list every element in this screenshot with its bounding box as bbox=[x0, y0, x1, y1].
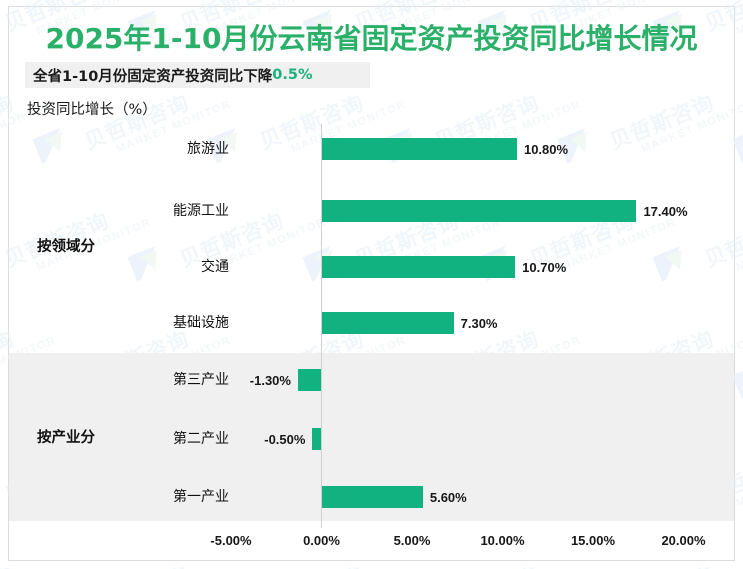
bar bbox=[321, 312, 454, 334]
bar-value-label: 17.40% bbox=[643, 204, 688, 219]
x-axis-tick-label: 20.00% bbox=[661, 533, 706, 548]
category-label: 第一产业 bbox=[173, 489, 229, 505]
category-label: 基础设施 bbox=[173, 315, 229, 331]
bar bbox=[321, 256, 516, 278]
subtitle-banner: 全省1-10月份固定资产投资同比下降 0.5% bbox=[25, 62, 370, 88]
category-label: 能源工业 bbox=[173, 203, 229, 219]
axis-title: 投资同比增长（%） bbox=[27, 102, 157, 118]
x-axis-tick-label: -5.00% bbox=[210, 533, 252, 548]
category-label: 第二产业 bbox=[173, 431, 229, 447]
x-axis-tick-label: 15.00% bbox=[570, 533, 616, 548]
subtitle-value: 0.5% bbox=[272, 67, 313, 83]
x-axis-tick-label: 0.00% bbox=[303, 533, 340, 548]
bar-value-label: 5.60% bbox=[429, 490, 467, 505]
bar bbox=[321, 200, 637, 222]
bar bbox=[297, 368, 322, 391]
bar-value-label: 10.80% bbox=[523, 142, 569, 157]
group-label-1: 按领域分 bbox=[37, 239, 95, 255]
bar-value-label: -1.30% bbox=[249, 372, 291, 388]
bar bbox=[321, 486, 423, 508]
bar bbox=[312, 428, 322, 450]
bar bbox=[321, 138, 517, 160]
category-label: 交通 bbox=[201, 259, 229, 275]
x-axis-tick-label: 10.00% bbox=[480, 533, 525, 548]
x-axis-tick-label: 5.00% bbox=[393, 533, 431, 548]
bar-value-label: 7.30% bbox=[460, 316, 498, 331]
bar-value-label: 10.70% bbox=[522, 260, 567, 275]
category-label: 第三产业 bbox=[173, 371, 229, 388]
bar-value-label: -0.50% bbox=[264, 432, 306, 447]
group-label-2: 按产业分 bbox=[37, 430, 95, 446]
category-label: 旅游业 bbox=[187, 141, 229, 157]
subtitle-text: 全省1-10月份固定资产投资同比下降 bbox=[33, 68, 273, 85]
